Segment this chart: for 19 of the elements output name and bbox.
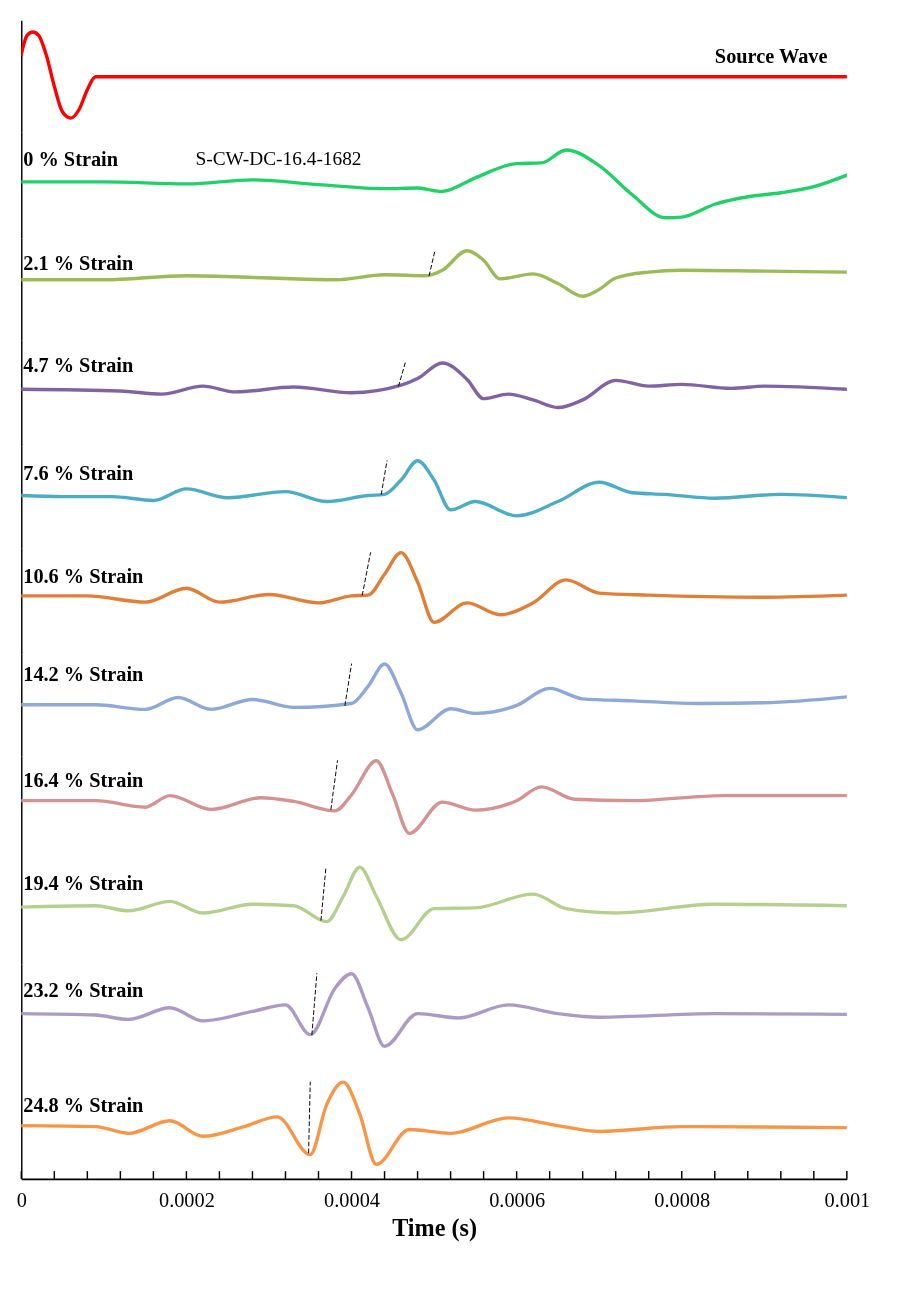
x-axis-title: Time (s) — [392, 1214, 477, 1243]
annotation: S-CW-DC-16.4-1682 — [195, 147, 362, 169]
series-label: 2.1 % Strain — [23, 252, 134, 275]
x-tick-label: 0.0006 — [489, 1189, 546, 1212]
x-tick-label: 0.0002 — [158, 1189, 215, 1212]
series-label: 0 % Strain — [23, 148, 119, 171]
series-label: 23.2 % Strain — [23, 978, 144, 1001]
series-label: Source Wave — [714, 44, 828, 67]
x-tick-label: 0.0004 — [324, 1189, 380, 1212]
series-label: 19.4 % Strain — [23, 872, 144, 895]
x-tick-label: 0 — [16, 1189, 27, 1212]
x-tick-label: 0.0008 — [654, 1189, 711, 1212]
series-label: 4.7 % Strain — [23, 353, 134, 376]
x-tick-label: 0.001 — [824, 1189, 871, 1212]
series-label: 10.6 % Strain — [23, 564, 144, 587]
series-label: 7.6 % Strain — [23, 462, 134, 485]
series-label: 16.4 % Strain — [23, 768, 144, 791]
series-label: 14.2 % Strain — [23, 663, 144, 686]
series-label: 24.8 % Strain — [23, 1094, 144, 1117]
